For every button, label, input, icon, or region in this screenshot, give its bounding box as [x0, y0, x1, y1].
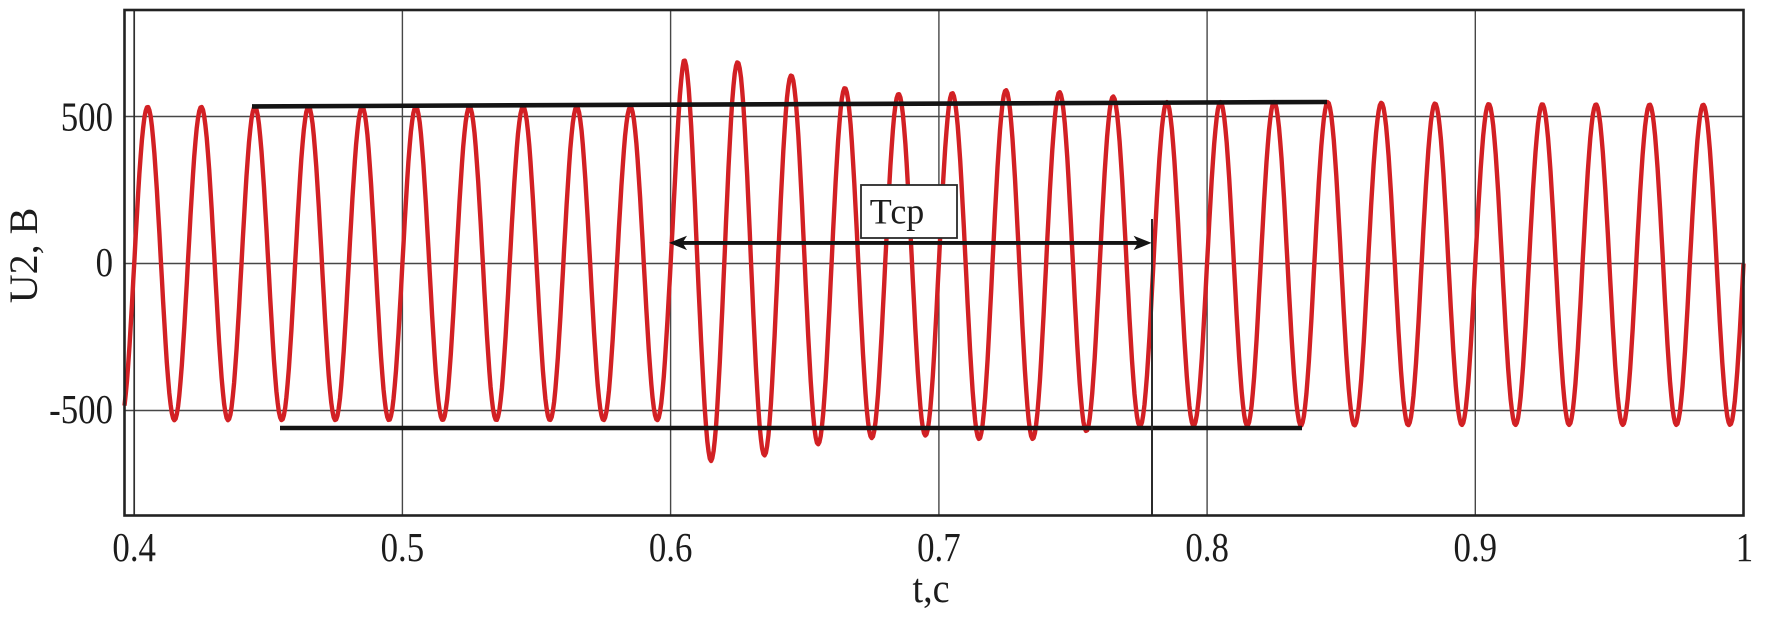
- svg-text:Тср: Тср: [870, 192, 925, 232]
- svg-text:-500: -500: [49, 387, 113, 432]
- svg-text:1: 1: [1736, 525, 1753, 570]
- svg-text:0.8: 0.8: [1185, 525, 1229, 570]
- svg-text:t,c: t,c: [912, 566, 949, 612]
- svg-text:0.6: 0.6: [649, 525, 693, 570]
- svg-text:500: 500: [61, 95, 113, 140]
- svg-text:0.9: 0.9: [1454, 525, 1498, 570]
- svg-text:0: 0: [96, 240, 113, 285]
- svg-text:0.5: 0.5: [381, 525, 425, 570]
- svg-text:0.4: 0.4: [112, 525, 156, 570]
- svg-text:0.7: 0.7: [917, 525, 961, 570]
- svg-text:U2, В: U2, В: [1, 208, 46, 304]
